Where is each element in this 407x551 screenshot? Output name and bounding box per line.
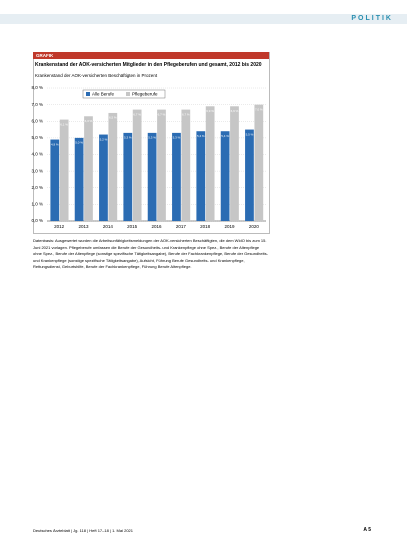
y-tick-label: 5,0 %	[31, 135, 43, 140]
bar	[220, 131, 230, 221]
value-label: 6,5 %	[109, 116, 117, 120]
value-label: 5,3 %	[124, 136, 132, 140]
value-label: 6,7 %	[158, 112, 166, 116]
bar	[108, 112, 118, 221]
x-tick-label: 2012	[54, 224, 65, 229]
chart-subtitle: Krankenstand der AOK-versicherten Beschä…	[35, 73, 158, 78]
bar	[172, 132, 181, 221]
value-label: 5,4 %	[197, 134, 205, 138]
caption: Datenbasis: Ausgewertet wurden die Arbei…	[33, 238, 268, 269]
x-tick-label: 2014	[103, 224, 114, 229]
bar	[181, 109, 191, 221]
y-tick-label: 7,0 %	[31, 102, 43, 107]
legend-swatch	[86, 92, 90, 96]
bar	[196, 131, 206, 221]
value-label: 7,0 %	[255, 107, 263, 111]
value-label: 6,7 %	[133, 112, 141, 116]
x-tick-label: 2013	[78, 224, 89, 229]
page-number: A 5	[363, 527, 371, 533]
legend-swatch	[126, 92, 130, 96]
x-tick-label: 2018	[200, 224, 211, 229]
value-label: 5,2 %	[100, 137, 108, 141]
legend-box	[82, 89, 166, 99]
badge: GRAFIK	[33, 52, 269, 59]
y-tick-label: 6,0 %	[31, 118, 43, 123]
y-tick-label: 0,0 %	[31, 218, 43, 223]
bar	[205, 106, 215, 221]
legend-label: Alle Berufe	[92, 91, 115, 96]
value-label: 6,3 %	[85, 119, 93, 123]
x-tick-label: 2019	[224, 224, 235, 229]
bar	[254, 104, 264, 221]
bar	[50, 139, 60, 221]
chart-title: Krankenstand der AOK-versicherten Mitgli…	[35, 62, 262, 68]
value-label: 6,1 %	[60, 122, 68, 126]
x-tick-label: 2017	[176, 224, 187, 229]
legend-label: Pflegeberufe	[132, 91, 158, 96]
value-label: 5,3 %	[173, 136, 181, 140]
y-tick-label: 1,0 %	[31, 202, 43, 207]
bar	[157, 109, 166, 221]
x-tick-label: 2016	[151, 224, 162, 229]
y-tick-label: 3,0 %	[31, 168, 43, 173]
x-tick-label: 2020	[249, 224, 260, 229]
section-title: POLITIK	[351, 15, 393, 22]
bar	[132, 109, 142, 221]
value-label: 5,4 %	[221, 134, 229, 138]
bar	[74, 137, 84, 221]
y-tick-label: 4,0 %	[31, 152, 43, 157]
value-label: 6,9 %	[206, 109, 214, 113]
bar	[123, 132, 133, 221]
section-bar	[0, 14, 407, 24]
footer-journal: Deutsches Ärzteblatt | Jg. 118 | Heft 17…	[33, 528, 133, 533]
bar	[84, 116, 93, 221]
value-label: 5,3 %	[148, 136, 156, 140]
y-tick-label: 8,0 %	[31, 85, 43, 90]
value-label: 5,5 %	[246, 132, 254, 136]
value-label: 6,7 %	[182, 112, 190, 116]
bar	[99, 134, 108, 221]
bar	[59, 119, 69, 221]
bar	[245, 129, 254, 221]
bar	[230, 106, 239, 221]
value-label: 4,9 %	[51, 142, 59, 146]
value-label: 5,0 %	[75, 141, 83, 145]
bar	[147, 132, 157, 221]
y-tick-label: 2,0 %	[31, 185, 43, 190]
value-label: 6,9 %	[231, 109, 239, 113]
x-tick-label: 2015	[127, 224, 138, 229]
